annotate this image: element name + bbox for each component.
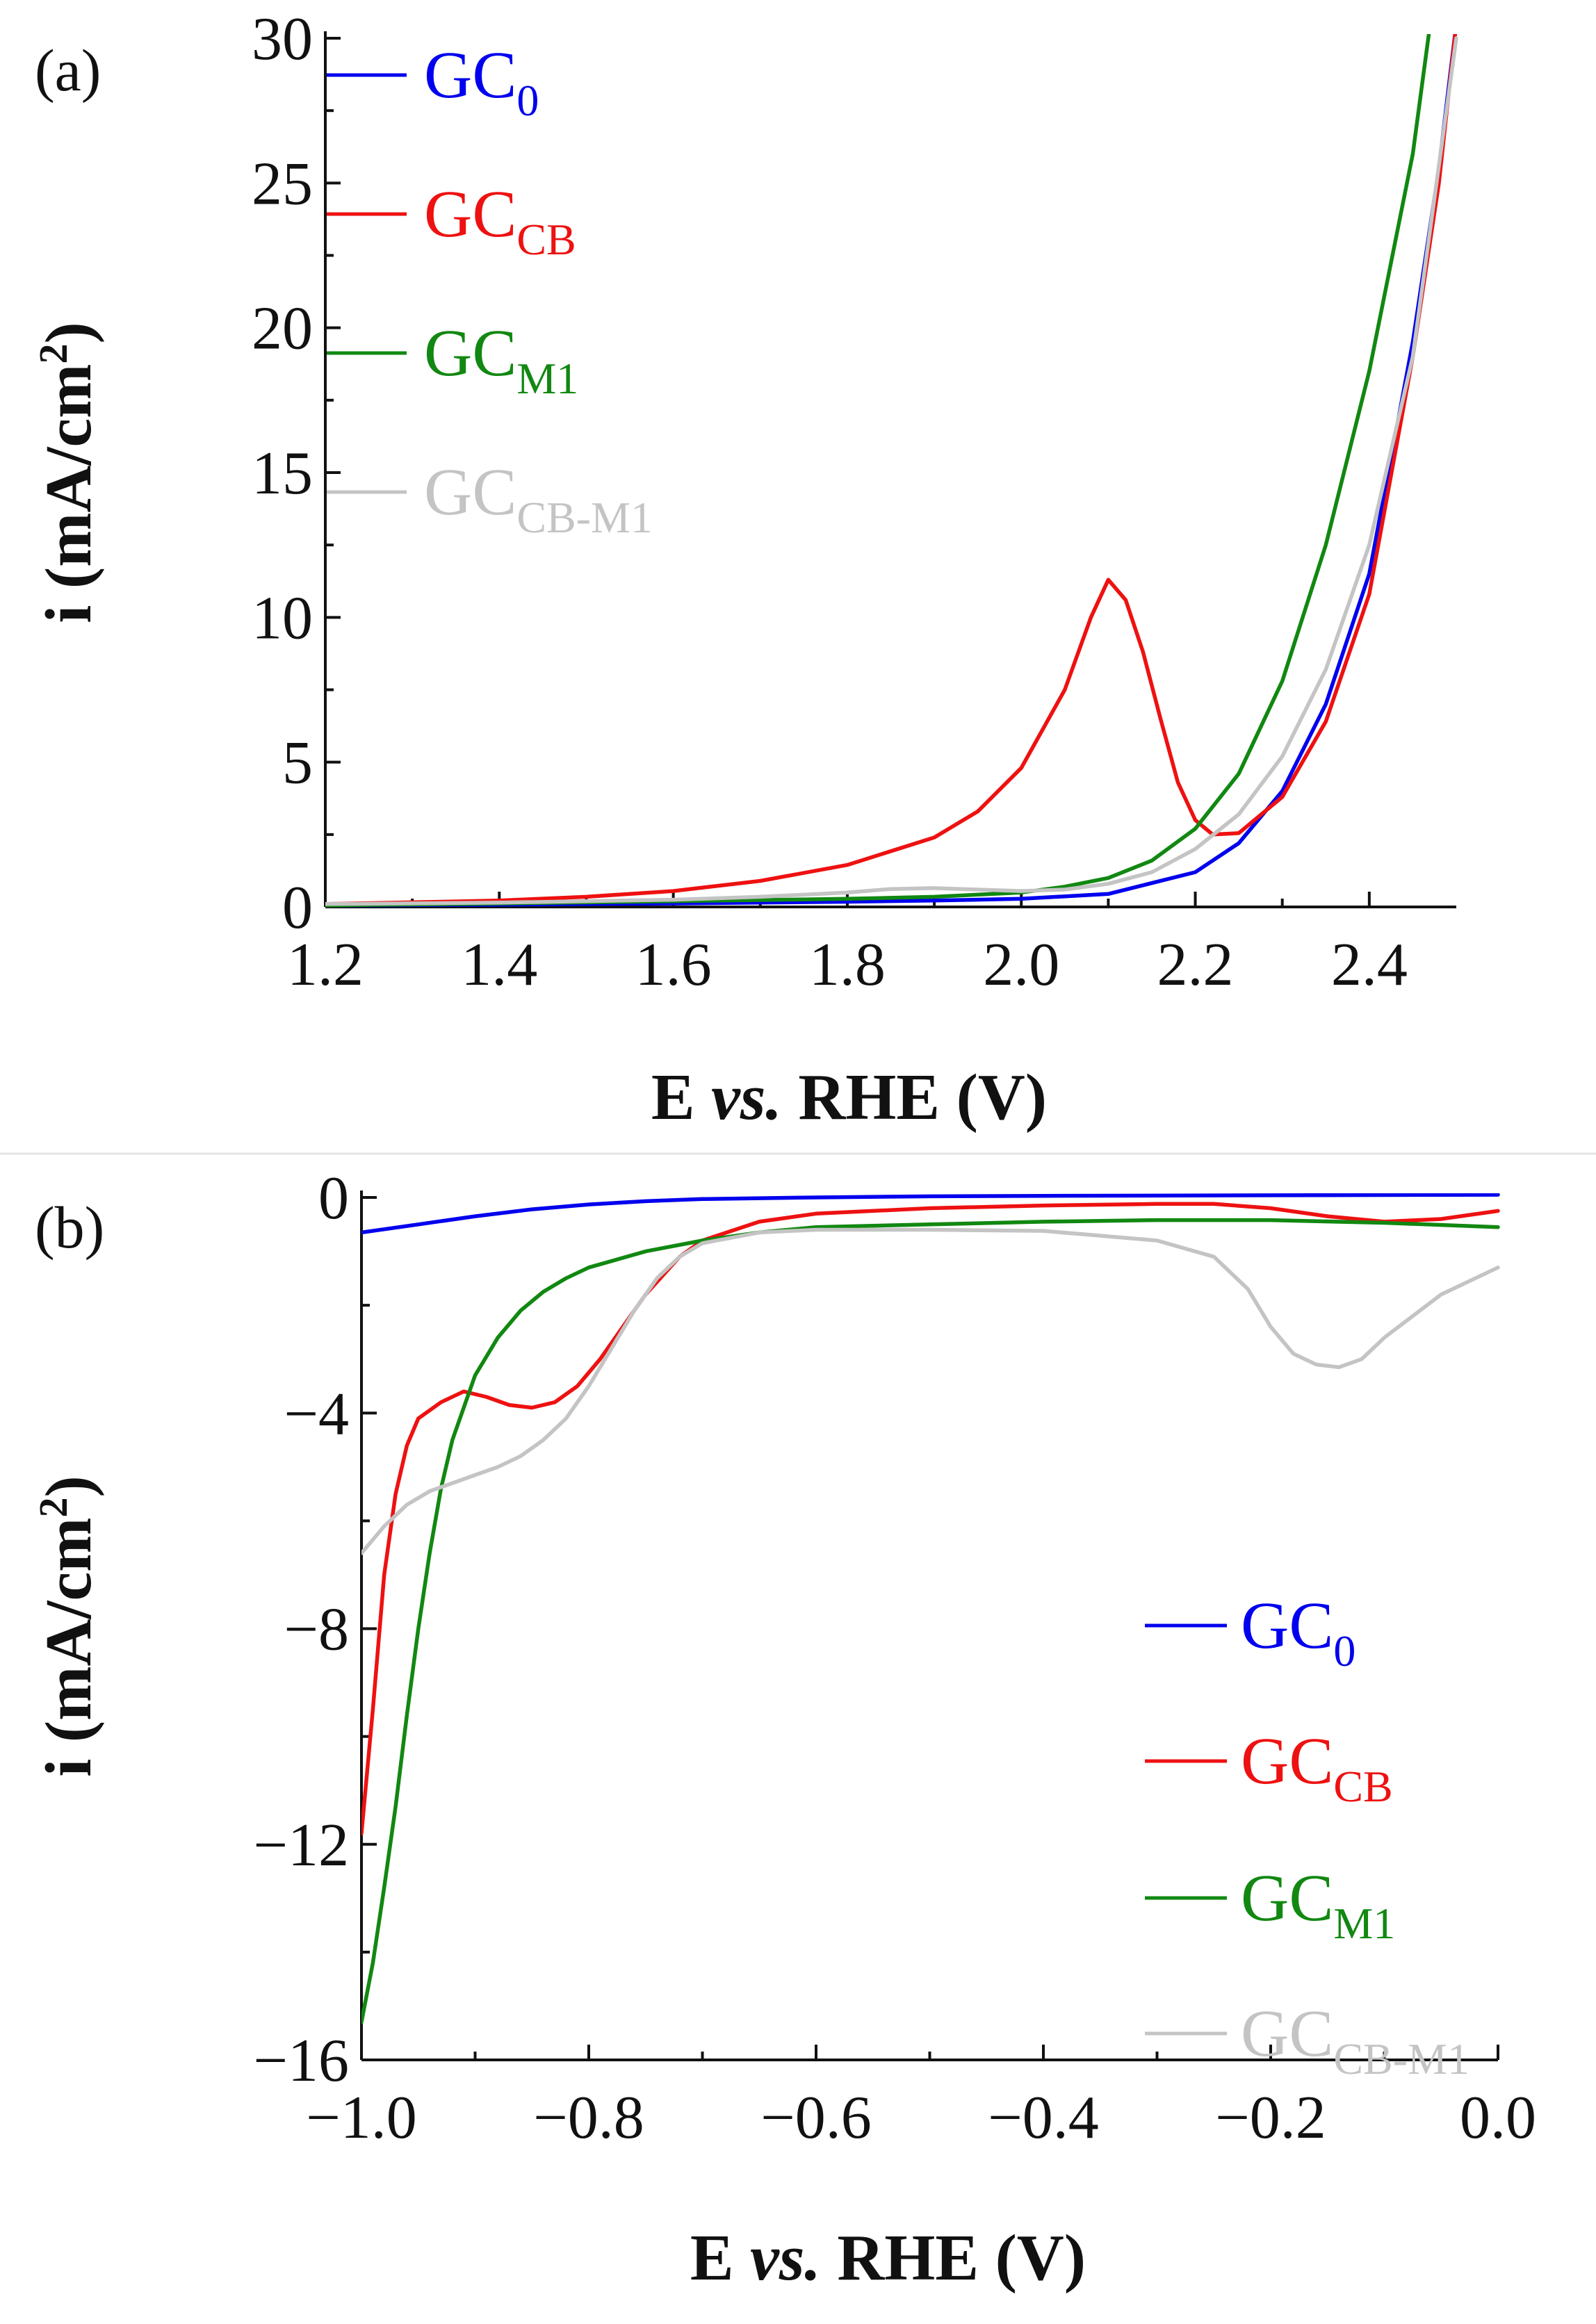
legend-label-main: GC (424, 38, 516, 112)
x-tick-label: −0.6 (760, 2084, 872, 2152)
y-tick-label: −16 (253, 2027, 349, 2095)
x-tick-label: −0.4 (988, 2084, 1099, 2152)
y-tick-label: 5 (282, 730, 313, 797)
x-axis-title-part: RHE (V) (821, 2222, 1086, 2294)
x-tick-label: 1.2 (287, 931, 364, 999)
legend-label-subscript: CB (516, 215, 576, 264)
y-tick-label: −8 (284, 1596, 349, 1664)
legend-label-gccb: GCCB (424, 177, 576, 264)
legend-label-gc0: GC0 (424, 38, 539, 125)
legend-label-main: GC (424, 316, 516, 390)
legend-label-subscript: CB-M1 (516, 493, 653, 542)
legend-label-gcm1: GCM1 (424, 316, 578, 403)
y-tick-label: 15 (252, 440, 313, 507)
legend-label-subscript: M1 (516, 354, 578, 403)
legend-label-gc0: GC0 (1241, 1588, 1355, 1676)
x-tick-label: 2.4 (1331, 931, 1408, 999)
x-axis-title-part: vs. (750, 2222, 821, 2294)
legend-label-subscript: 0 (516, 76, 539, 125)
legend-label-subscript: 0 (1333, 1626, 1355, 1676)
x-tick-label: 1.6 (635, 931, 712, 999)
series-lines (325, 34, 1458, 908)
y-tick-label: 10 (252, 584, 313, 652)
x-tick-label: −1.0 (306, 2084, 417, 2152)
x-tick-label: −0.2 (1215, 2084, 1326, 2152)
legend-label-main: GC (1241, 1860, 1333, 1935)
series-lines (361, 1193, 1500, 2024)
x-tick-label: 2.2 (1157, 931, 1234, 999)
y-axis-title-close: ) (33, 1475, 105, 1497)
series-line-gccbm1 (361, 1227, 1500, 1555)
legend-label-subscript: CB-M1 (1333, 2034, 1469, 2084)
y-axis-title-superscript: 2 (31, 1498, 76, 1518)
y-tick-label: −4 (284, 1380, 349, 1448)
series-line-gcm1 (325, 34, 1431, 908)
panel-label-a: (a) (35, 37, 101, 104)
series-line-gc0 (361, 1193, 1500, 1235)
x-axis-title: E vs. RHE (V) (690, 2222, 1086, 2294)
series-line-gcm1 (361, 1218, 1500, 2024)
x-tick-label: 1.8 (809, 931, 886, 999)
y-axis-title: i (mA/cm2) (31, 1475, 105, 1777)
y-tick-label: 20 (252, 295, 313, 363)
x-axis-title: E vs. RHE (V) (651, 1061, 1047, 1134)
x-axis-title-part: vs. (711, 1061, 782, 1134)
x-tick-label: −0.8 (533, 2084, 644, 2152)
legend-label-main: GC (424, 177, 516, 251)
legend-label-gcm1: GCM1 (1241, 1860, 1395, 1948)
x-axis-title-part: E (651, 1061, 711, 1134)
legend-label-gccbm1: GCCB-M1 (424, 455, 653, 542)
y-tick-label: −12 (253, 1812, 349, 1879)
series-line-gccbm1 (325, 36, 1458, 906)
y-axis-title-superscript: 2 (31, 344, 76, 364)
legend-label-main: GC (1241, 1996, 1333, 2070)
x-tick-label: 0.0 (1460, 2084, 1536, 2152)
series-line-gccb (325, 34, 1458, 906)
legend-label-main: GC (1241, 1588, 1333, 1662)
legend-label-gccb: GCCB (1241, 1724, 1393, 1811)
x-axis-title-part: RHE (V) (782, 1061, 1047, 1134)
legend-label-gccbm1: GCCB-M1 (1241, 1996, 1469, 2084)
panel-label-b: (b) (35, 1194, 104, 1261)
y-axis-title-main: i (mA/cm (33, 1518, 105, 1777)
y-axis-title: i (mA/cm2) (31, 322, 105, 623)
y-axis-title-close: ) (33, 322, 105, 343)
x-tick-label: 1.4 (461, 931, 537, 999)
y-tick-label: 0 (282, 874, 313, 942)
legend-label-subscript: M1 (1333, 1899, 1395, 1948)
chart-panel-b: −1.0 −0.8 −0.6 −0.4 −0.2 0.00−4−8−12−16GC0GCC… (31, 1165, 1536, 2294)
legend-label-main: GC (1241, 1724, 1333, 1798)
legend-label-main: GC (424, 455, 516, 529)
y-tick-label: 0 (318, 1165, 349, 1232)
y-tick-label: 25 (252, 150, 313, 218)
legend-label-subscript: CB (1333, 1762, 1392, 1811)
x-axis-title-part: E (690, 2222, 750, 2294)
y-axis-title-main: i (mA/cm (33, 364, 105, 623)
x-tick-label: 2.0 (983, 931, 1059, 999)
y-tick-label: 30 (252, 6, 313, 73)
